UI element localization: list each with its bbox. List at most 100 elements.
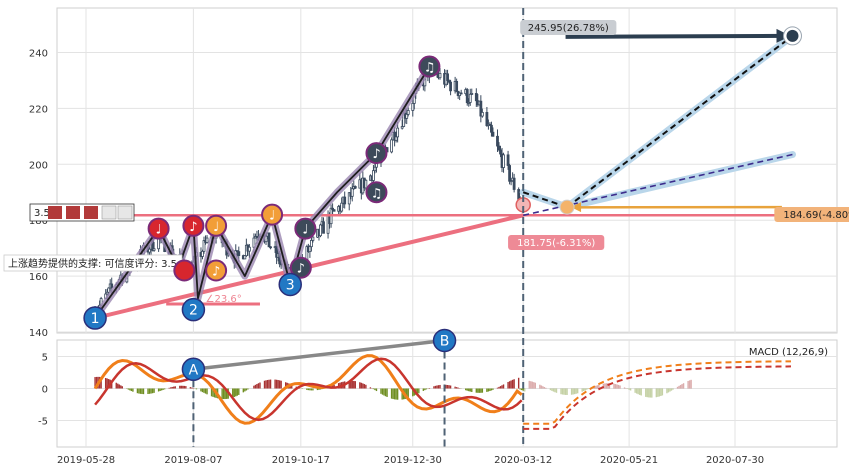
note-marker — [365, 181, 388, 204]
x-tick-label: 2019-10-17 — [272, 455, 330, 466]
candle-body — [308, 246, 312, 253]
target-mid-label-box — [774, 207, 849, 222]
candle-body — [372, 170, 375, 181]
x-tick-label: 2019-12-30 — [384, 455, 442, 466]
note-marker — [261, 203, 284, 226]
projection-band-mid — [563, 151, 796, 211]
wave-marker-label: 1 — [91, 311, 100, 327]
candle-body — [470, 93, 474, 95]
price-y-tick-label: 160 — [29, 272, 48, 283]
note-marker-symbol: ♪ — [189, 220, 197, 235]
note-marker-symbol: ♩ — [269, 209, 275, 224]
macd-panel-frame — [56, 339, 838, 448]
candle-body — [331, 207, 334, 211]
candle-body — [353, 186, 357, 189]
macd-marker-label: A — [189, 362, 199, 378]
note-marker — [289, 256, 312, 279]
macd-marker — [432, 328, 457, 353]
candle-body — [310, 239, 313, 248]
candle-body — [340, 202, 344, 212]
price-y-tick-label: 220 — [29, 104, 48, 115]
x-tick-label: 2019-05-28 — [57, 455, 115, 466]
note-marker-symbol: ♪ — [372, 147, 380, 162]
candle-body — [490, 124, 493, 133]
note-marker-symbol: ♫ — [424, 60, 436, 75]
candle-body — [394, 136, 398, 141]
candle-body — [467, 102, 471, 104]
candle-body — [497, 145, 501, 151]
score-square-3 — [84, 206, 98, 219]
note-marker — [294, 217, 317, 240]
candle-body — [235, 250, 239, 253]
x-tick-label: 2020-07-30 — [706, 455, 764, 466]
candle-body — [202, 240, 206, 252]
price-y-tick-label: 180 — [29, 216, 48, 227]
target-high-label-box — [520, 20, 617, 35]
note-marker-symbol: ♩ — [302, 223, 308, 238]
note-marker — [418, 55, 441, 78]
candle-body — [506, 154, 510, 166]
candle-body — [517, 189, 521, 200]
target-mid-label-group: 184.69(-4.80%) — [774, 207, 849, 222]
candle-body — [243, 255, 247, 260]
candle-body — [247, 246, 251, 252]
note-marker — [182, 214, 205, 237]
signal-projection — [523, 365, 791, 430]
candle-body — [347, 192, 351, 205]
projection-dash-purple — [523, 153, 793, 217]
candle-body — [480, 112, 484, 117]
candle-body — [488, 123, 492, 126]
candle-body — [364, 179, 368, 189]
orange-target-arrowhead — [571, 202, 582, 213]
wave-marker — [181, 297, 206, 322]
note-marker-symbol: ♩ — [156, 223, 162, 238]
score-tag-text: 3.5 — [34, 208, 50, 219]
score-square-2 — [66, 206, 80, 219]
target-high-label: 245.95(26.78%) — [528, 23, 609, 34]
candle-body — [502, 154, 505, 168]
candle-body — [311, 236, 315, 241]
target-arrow-shaft — [565, 33, 783, 39]
price-y-tick-label: 140 — [29, 328, 48, 339]
candle-body — [474, 93, 478, 102]
note-marker — [365, 142, 388, 165]
candle-body — [322, 221, 325, 234]
wave-marker-label: 3 — [286, 277, 295, 293]
candle-body — [237, 251, 241, 256]
candle-body — [465, 89, 469, 104]
candle-body — [509, 180, 513, 183]
target-dot — [786, 29, 799, 42]
candle-body — [201, 250, 204, 257]
candle-body — [496, 135, 499, 147]
target-high-label-group: 245.95(26.78%) — [520, 20, 617, 35]
candle-body — [267, 232, 271, 248]
candle-body — [468, 93, 472, 103]
candle-body — [343, 196, 347, 205]
candle-body — [373, 166, 377, 172]
target-low-label-group: 181.75(-6.31%) — [508, 235, 605, 250]
price-y-tick-label: 240 — [29, 49, 48, 60]
wave-marker — [83, 306, 107, 330]
angle-label: ∠23.6° — [206, 294, 242, 305]
x-tick-label: 2020-05-21 — [600, 455, 658, 466]
target-low-label-box — [508, 235, 605, 250]
note-marker-symbol: ♪ — [212, 265, 220, 280]
candle-body — [319, 224, 322, 237]
score-square-1 — [48, 206, 62, 219]
pivot-marker — [559, 199, 575, 215]
candle-body — [446, 73, 449, 81]
candle-body — [455, 80, 459, 92]
candle-body — [485, 112, 489, 126]
x-tick-label: 2020-03-12 — [494, 455, 552, 466]
macd-y-tick-label: 0 — [42, 385, 48, 396]
score-square-4 — [101, 205, 117, 220]
candle-body — [152, 248, 156, 251]
note-marker-symbol: ♪ — [297, 262, 305, 277]
note-marker — [205, 259, 228, 282]
candle-body — [396, 127, 400, 138]
wave-marker-label: 2 — [189, 303, 198, 319]
candle-body — [390, 139, 393, 153]
candle-body — [508, 165, 511, 182]
